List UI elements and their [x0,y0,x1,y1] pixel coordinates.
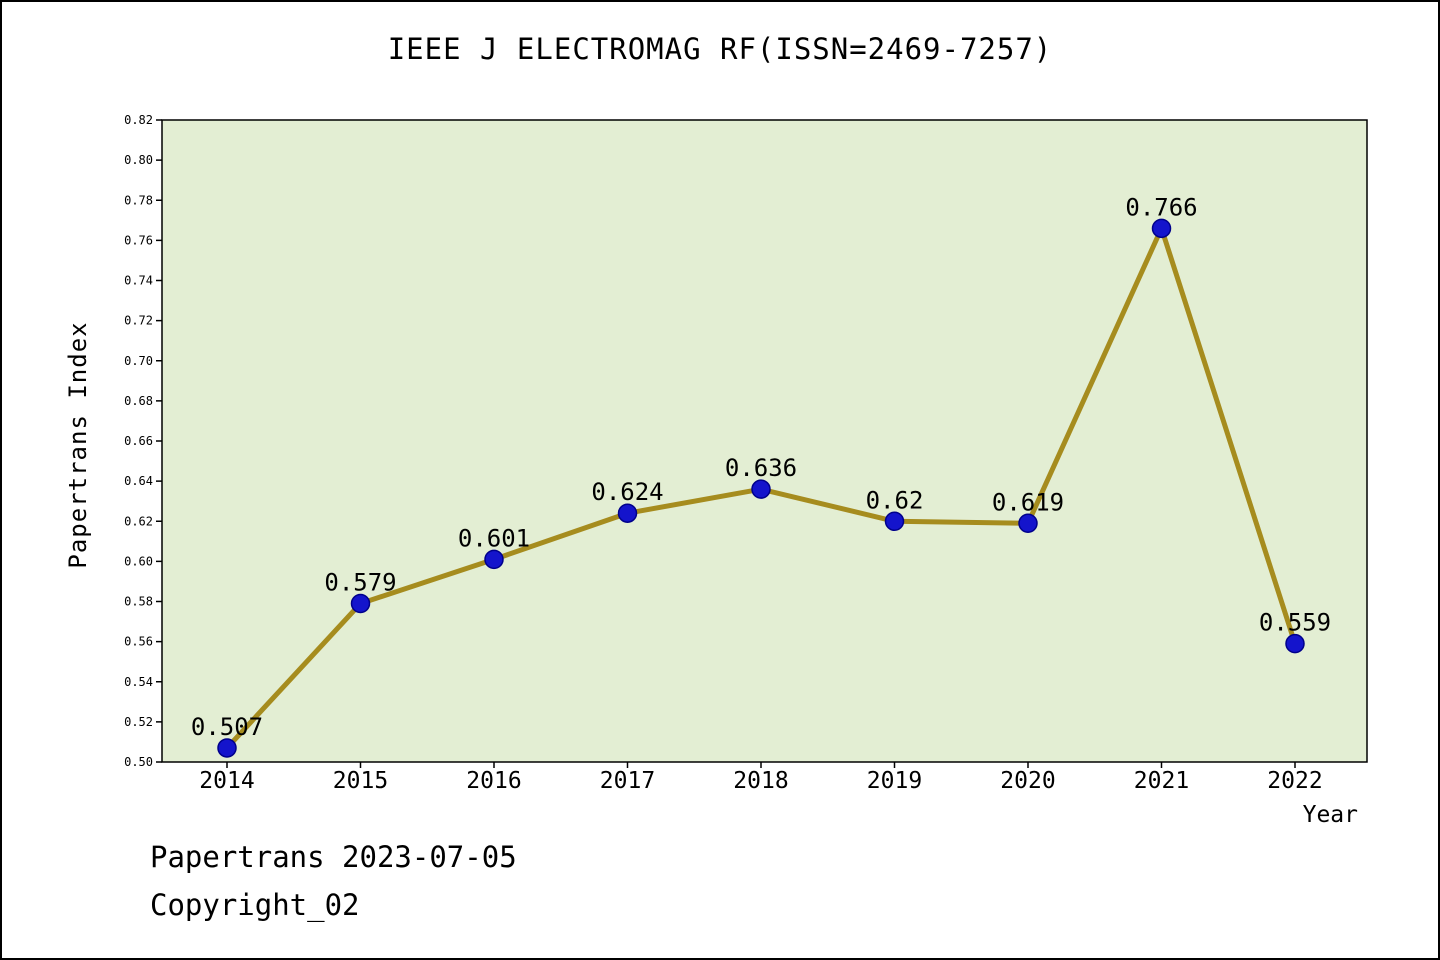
y-axis-tick-label: 0.72 [124,314,153,328]
data-point [1285,633,1305,654]
y-axis-tick-label: 0.70 [124,354,153,368]
y-axis-tick-label: 0.50 [124,755,153,769]
x-axis-title: Year [1302,802,1358,828]
y-axis-tick-label: 0.76 [124,233,153,247]
x-axis-tick-label: 2022 [1267,768,1322,794]
chart-title: IEEE J ELECTROMAG RF(ISSN=2469-7257) [387,32,1053,66]
y-axis-tick-label: 0.68 [124,394,153,408]
data-point-label: 0.636 [725,454,797,482]
x-axis-tick-label: 2016 [466,768,521,794]
y-axis-tick-label: 0.58 [124,595,153,609]
footer-source-date: Papertrans 2023-07-05 [150,840,517,874]
y-axis-tick-label: 0.56 [124,635,153,649]
x-axis-tick-label: 2020 [1000,768,1055,794]
y-axis-title: Papertrans Index [64,321,92,569]
data-point [751,479,771,499]
data-point [217,738,237,758]
y-axis-tick-label: 0.78 [124,193,153,207]
data-point-label: 0.507 [191,713,263,741]
data-point [884,511,905,531]
y-axis-tick-label: 0.60 [124,554,153,568]
data-point-label: 0.62 [866,486,924,514]
data-point [1151,218,1172,239]
x-axis-tick-label: 2018 [733,768,788,794]
data-point-label: 0.579 [324,569,396,597]
data-point-label: 0.601 [458,524,530,552]
y-axis-tick-label: 0.82 [124,113,153,127]
y-axis-tick-label: 0.80 [124,153,153,167]
data-point [484,549,504,570]
data-point-label: 0.766 [1125,193,1197,221]
footer-copyright: Copyright_02 [150,888,360,922]
x-axis-tick-label: 2014 [199,768,254,794]
x-axis-tick-label: 2021 [1134,768,1189,794]
data-point [1018,513,1038,534]
y-axis-tick-label: 0.52 [124,715,153,729]
data-point-label: 0.619 [992,488,1064,516]
y-axis-tick-label: 0.54 [124,675,153,689]
x-axis-tick-label: 2017 [600,768,655,794]
data-point [617,503,638,523]
data-point-label: 0.559 [1259,609,1331,637]
data-point-label: 0.624 [591,478,663,506]
y-axis-tick-label: 0.74 [124,274,153,288]
y-axis-tick-label: 0.64 [124,474,153,488]
y-axis-tick-label: 0.62 [124,514,153,528]
x-axis-tick-label: 2015 [333,768,388,794]
x-axis-tick-label: 2019 [867,768,922,794]
y-axis-tick-label: 0.66 [124,434,153,448]
data-point [350,593,371,614]
